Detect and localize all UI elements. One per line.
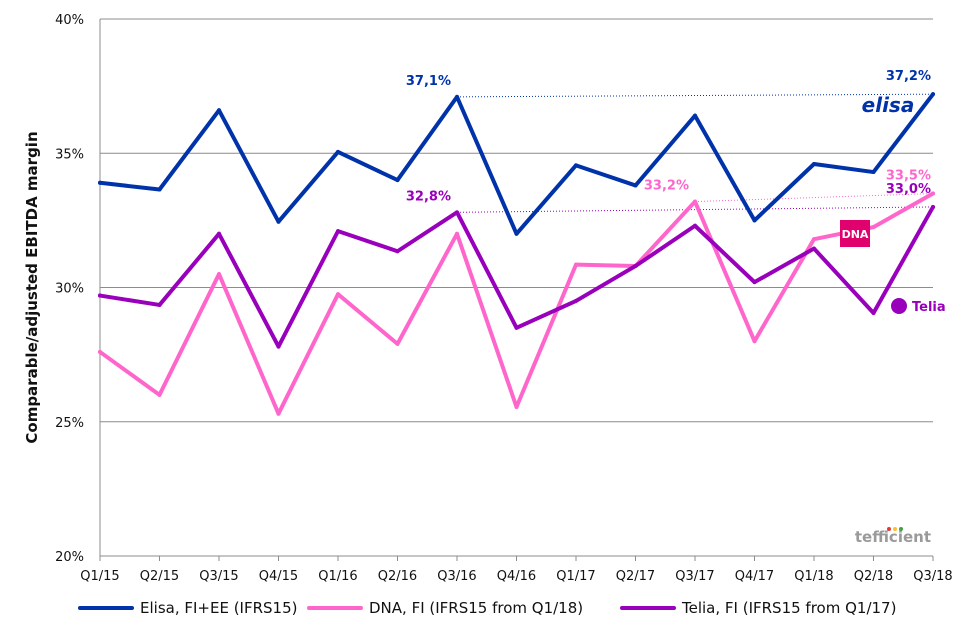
- data-point: [98, 180, 102, 185]
- data-point: [871, 311, 876, 316]
- data-point: [98, 293, 102, 298]
- x-tick-label: Q4/17: [735, 569, 774, 584]
- data-point: [98, 349, 102, 354]
- data-point: [812, 246, 816, 251]
- dna-logo: DNA: [842, 228, 869, 241]
- data-label: 33,0%: [886, 182, 931, 197]
- x-tick-label: Q2/16: [378, 569, 417, 584]
- data-point: [752, 280, 757, 285]
- x-tick-label: Q4/15: [259, 569, 298, 584]
- x-tick-label: Q1/17: [556, 569, 595, 584]
- x-tick-label: Q1/16: [318, 569, 357, 584]
- tefficient-dot: [899, 527, 903, 531]
- data-point: [514, 325, 519, 330]
- elisa-logo: elisa: [862, 93, 915, 117]
- trend-dotted-line: [694, 193, 934, 203]
- data-point: [395, 341, 400, 346]
- data-point: [871, 170, 876, 175]
- telia-logo-icon: [891, 298, 907, 314]
- data-point: [871, 225, 876, 230]
- x-tick-label: Q2/17: [616, 569, 655, 584]
- data-point: [455, 210, 459, 215]
- y-tick-label: 40%: [55, 13, 84, 28]
- tefficient-dot: [887, 527, 891, 531]
- trend-dotted-line: [456, 93, 934, 98]
- data-point: [157, 302, 162, 307]
- dna-logo-box: [840, 220, 870, 247]
- data-point: [276, 219, 281, 224]
- x-tick-label: Q1/18: [794, 569, 833, 584]
- data-label: 33,2%: [644, 179, 689, 194]
- data-point: [633, 183, 638, 188]
- data-label: 32,8%: [406, 189, 451, 204]
- data-point: [217, 231, 221, 236]
- data-point: [812, 161, 816, 166]
- data-point: [336, 149, 340, 154]
- series-line-1: [98, 191, 935, 416]
- x-tick-label: Q3/18: [913, 569, 952, 584]
- legend-label: Elisa, FI+EE (IFRS15): [140, 599, 298, 617]
- x-tick-label: Q4/16: [497, 569, 536, 584]
- data-point: [276, 411, 281, 416]
- data-point: [931, 92, 935, 97]
- y-tick-label: 25%: [55, 416, 84, 431]
- data-point: [217, 272, 221, 277]
- data-label: 37,2%: [886, 69, 931, 84]
- series-line-2: [98, 204, 935, 349]
- data-point: [931, 191, 935, 196]
- tefficient-logo: tefficient: [855, 528, 931, 546]
- legend-label: DNA, FI (IFRS15 from Q1/18): [369, 599, 583, 617]
- data-point: [574, 163, 578, 168]
- data-point: [455, 94, 459, 99]
- x-tick-label: Q2/18: [854, 569, 893, 584]
- data-point: [514, 404, 519, 409]
- x-tick-label: Q3/15: [199, 569, 238, 584]
- y-tick-label: 35%: [55, 147, 84, 162]
- data-point: [574, 262, 578, 267]
- data-point: [812, 237, 816, 242]
- data-point: [514, 231, 519, 236]
- data-label: 37,1%: [406, 74, 451, 89]
- y-axis-label: Comparable/adjusted EBITDA margin: [23, 131, 41, 443]
- x-tick-label: Q3/17: [675, 569, 714, 584]
- data-point: [752, 339, 757, 344]
- data-point: [455, 231, 459, 236]
- x-tick-label: Q2/15: [140, 569, 179, 584]
- data-label: 33,5%: [886, 169, 931, 184]
- data-point: [217, 108, 221, 113]
- data-point: [693, 199, 697, 204]
- data-point: [276, 344, 281, 349]
- telia-logo: Telia: [912, 300, 946, 315]
- data-point: [395, 178, 400, 183]
- series-line-0: [98, 92, 935, 236]
- legend-label: Telia, FI (IFRS15 from Q1/17): [681, 599, 896, 617]
- data-point: [157, 392, 162, 397]
- y-tick-label: 30%: [55, 282, 84, 297]
- data-point: [336, 292, 340, 297]
- data-point: [395, 249, 400, 254]
- data-point: [693, 223, 697, 228]
- trend-dotted-line: [456, 206, 934, 213]
- data-point: [157, 187, 162, 192]
- tefficient-dot: [893, 527, 897, 531]
- y-tick-label: 20%: [55, 550, 84, 565]
- x-tick-label: Q3/16: [437, 569, 476, 584]
- data-point: [931, 204, 935, 209]
- data-point: [752, 218, 757, 223]
- data-point: [336, 229, 340, 234]
- x-tick-label: Q1/15: [80, 569, 119, 584]
- data-point: [633, 264, 638, 269]
- data-point: [693, 113, 697, 118]
- data-point: [574, 298, 578, 303]
